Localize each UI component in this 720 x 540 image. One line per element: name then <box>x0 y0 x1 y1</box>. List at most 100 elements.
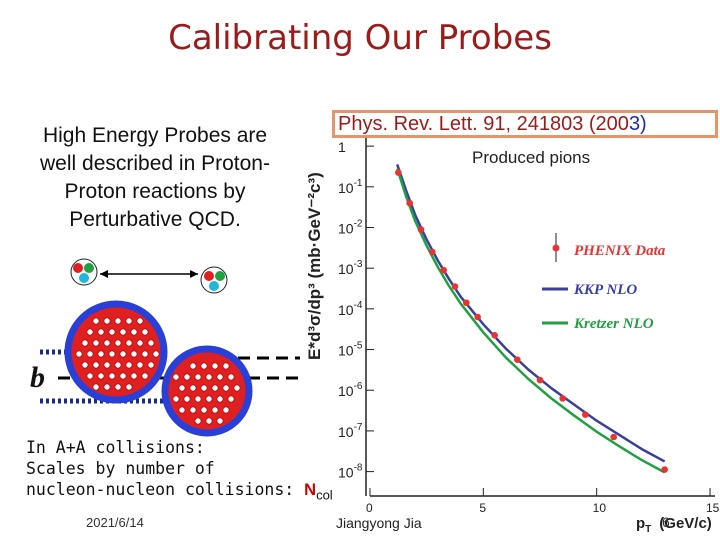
nucleon <box>103 317 111 325</box>
nucleon <box>183 395 191 403</box>
nucleon <box>211 406 219 414</box>
y-tick-exponent: -5 <box>354 341 363 352</box>
data-point <box>474 313 481 321</box>
legend-label-kkp: KKP NLO <box>573 282 637 298</box>
y-tick-exponent: -2 <box>354 219 363 230</box>
nucleon <box>114 361 122 369</box>
data-point <box>661 466 668 473</box>
nucleon <box>103 383 111 391</box>
page-number: 6 <box>662 514 670 530</box>
nucleon <box>92 317 100 325</box>
y-tick-exponent: -8 <box>354 463 363 474</box>
legend-marker-phenix <box>552 244 560 252</box>
nucleon <box>172 373 180 381</box>
ncoll-main: N <box>304 481 317 499</box>
nucleon <box>172 395 180 403</box>
x-axis-label-units: (GeV/c) <box>659 515 712 532</box>
x-tick-label: 10 <box>593 501 607 515</box>
y-tick-exponent: -3 <box>354 259 363 270</box>
nucleon <box>86 328 94 336</box>
footer-author: Jiangyong Jia <box>336 515 422 531</box>
description-line: Proton reactions by <box>64 180 246 203</box>
y-tick-exponent: -6 <box>354 381 363 392</box>
nucleon <box>81 339 89 347</box>
data-point <box>395 169 402 176</box>
data-point <box>440 266 447 274</box>
nucleon <box>130 372 138 380</box>
nucleon <box>178 384 186 392</box>
nucleon <box>119 372 127 380</box>
nucleon <box>130 350 138 358</box>
nucleon <box>108 372 116 380</box>
description-line: High Energy Probes are <box>42 124 268 147</box>
proton-right <box>200 266 228 294</box>
reference-main: Phys. Rev. Lett. 91, 241803 (200 <box>338 113 629 135</box>
data-point <box>417 226 425 233</box>
data-point <box>429 248 436 256</box>
nucleon <box>194 373 202 381</box>
proton-left <box>70 258 98 286</box>
nucleon <box>178 406 186 414</box>
x-axis-label-sub: T <box>645 524 651 535</box>
legend-label-phenix: PHENIX Data <box>574 243 666 259</box>
nucleon <box>103 339 111 347</box>
nucleon <box>216 373 224 381</box>
nucleon <box>205 417 213 425</box>
nucleon <box>92 361 100 369</box>
ncoll-subscript: coll <box>316 487 336 503</box>
nucleon <box>114 317 122 325</box>
nucleon <box>141 350 149 358</box>
aa-line: Scales by number of <box>26 459 215 478</box>
slide-title: Calibrating Our Probes <box>168 18 552 58</box>
nucleon <box>216 395 224 403</box>
x-axis-label-main: p <box>636 515 645 532</box>
data-point <box>491 332 498 339</box>
y-tick-exponent: -1 <box>354 178 363 189</box>
aa-line: In A+A collisions: <box>26 438 205 457</box>
nucleon <box>233 384 241 392</box>
nucleon <box>114 383 122 391</box>
nucleon <box>92 383 100 391</box>
nucleon <box>189 406 197 414</box>
nucleon <box>114 339 122 347</box>
aa-line: nucleon-nucleon collisions: Ncoll <box>26 479 336 505</box>
nucleon <box>211 384 219 392</box>
nucleon <box>141 372 149 380</box>
data-point <box>514 356 521 364</box>
x-tick-label: 5 <box>479 501 486 515</box>
x-axis-label: pT (GeV/c) <box>636 515 712 535</box>
nucleon <box>200 362 208 370</box>
legend-label-kretzer: Kretzer NLO <box>573 316 654 332</box>
aa-line-text: nucleon-nucleon collisions: <box>26 480 305 499</box>
nucleon <box>136 339 144 347</box>
nucleon <box>183 373 191 381</box>
nucleon <box>108 328 116 336</box>
nucleon <box>200 384 208 392</box>
chart-subtitle: Produced pions <box>472 148 590 167</box>
nucleon <box>108 350 116 358</box>
nucleon <box>119 328 127 336</box>
nucleon <box>227 395 235 403</box>
nucleon <box>81 361 89 369</box>
nucleon <box>136 361 144 369</box>
nucleon <box>152 350 160 358</box>
nucleon <box>222 362 230 370</box>
data-point <box>559 395 566 402</box>
nucleon <box>141 328 149 336</box>
data-point <box>463 299 470 307</box>
nucleon <box>147 339 155 347</box>
chart-legend: PHENIX Data KKP NLO Kretzer NLO <box>542 233 666 332</box>
reference-year-tail: 3) <box>628 113 647 135</box>
nucleon <box>205 395 213 403</box>
nucleon <box>86 372 94 380</box>
description-text: High Energy Probes are well described in… <box>2 122 308 234</box>
nucleon <box>211 362 219 370</box>
nucleon <box>147 361 155 369</box>
nucleon <box>194 417 202 425</box>
nucleon <box>75 350 83 358</box>
data-point <box>406 199 413 207</box>
nucleon <box>216 417 224 425</box>
nucleon <box>222 406 230 414</box>
nucleon <box>189 362 197 370</box>
